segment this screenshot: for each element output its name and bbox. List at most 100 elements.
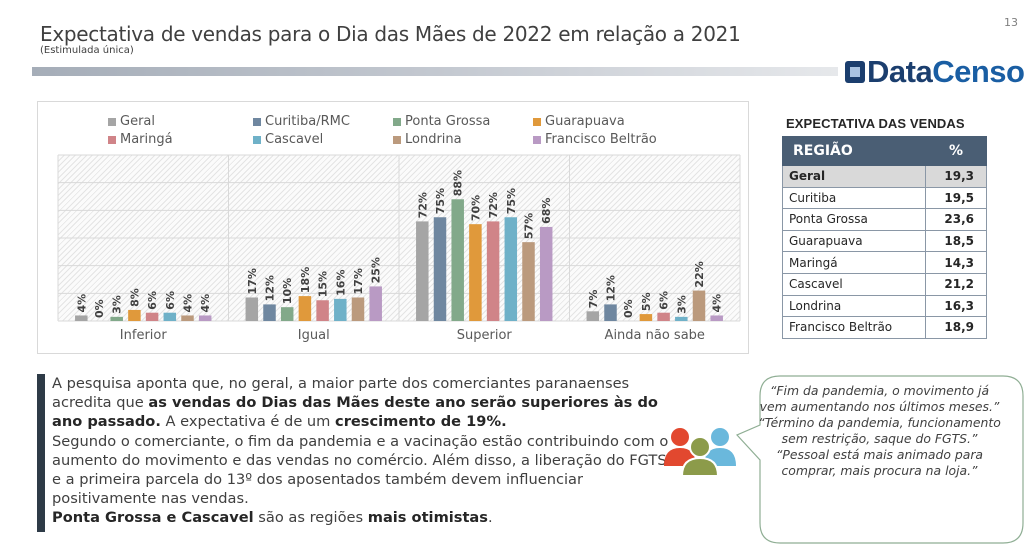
bar xyxy=(198,315,212,321)
legend-swatch xyxy=(533,135,541,144)
legend-label: Francisco Beltrão xyxy=(545,132,657,147)
percent-cell: 14,3 xyxy=(925,251,987,274)
header-region: REGIÃO xyxy=(782,136,926,166)
data-label: 17% xyxy=(246,268,259,294)
bar xyxy=(675,316,688,321)
bar xyxy=(657,312,670,321)
logo-text-data: Data xyxy=(867,54,933,89)
data-label: 88% xyxy=(452,170,465,196)
table-row: Curitiba 19,5 xyxy=(782,186,987,210)
logo-text: DataCenso xyxy=(867,54,1025,89)
bar xyxy=(639,314,653,321)
data-label: 25% xyxy=(370,257,383,283)
percent-cell: 19,5 xyxy=(925,186,987,210)
table-row: Guarapuava 18,5 xyxy=(782,229,987,253)
data-label: 10% xyxy=(281,278,294,304)
percent-cell: 23,6 xyxy=(925,208,987,231)
legend-swatch xyxy=(393,117,401,126)
data-label: 15% xyxy=(317,271,330,297)
percent-cell: 16,3 xyxy=(925,294,987,318)
bar xyxy=(416,221,429,321)
bar xyxy=(469,224,482,321)
legend-item: Francisco Beltrão xyxy=(533,132,657,147)
bar xyxy=(486,221,500,321)
people-icon xyxy=(664,428,736,476)
legend-swatch xyxy=(533,117,541,126)
quote-bubble xyxy=(735,375,1024,544)
bar xyxy=(604,304,617,321)
legend-item: Cascavel xyxy=(253,132,323,147)
summary-text-part: são as regiões xyxy=(253,509,368,527)
data-label: 4% xyxy=(199,294,212,313)
bar xyxy=(334,298,347,321)
data-label: 6% xyxy=(146,291,159,310)
percent-cell: 18,9 xyxy=(925,316,987,339)
summary-text-part: Segundo o comerciante, o fim da pandemia… xyxy=(52,432,669,508)
legend-item: Curitiba/RMC xyxy=(253,114,350,129)
bar xyxy=(128,309,141,321)
summary-text-part: A pesquisa aponta que, no geral, a maior… xyxy=(52,375,630,412)
bar xyxy=(145,312,159,321)
region-cell: Geral xyxy=(782,165,926,188)
data-label: 72% xyxy=(487,192,500,218)
bar xyxy=(710,315,723,321)
summary-regions-highlight: Ponta Grossa e Cascavel xyxy=(52,509,254,527)
table-title: EXPECTATIVA DAS VENDAS xyxy=(786,116,965,131)
data-label: 6% xyxy=(164,291,177,310)
data-label: 68% xyxy=(540,198,553,224)
legend-swatch xyxy=(108,135,116,144)
plot-area: 4% 0% 3% 8% 6% 6% 4% 4% 17% 12% 10% 18% 15% 16% 17% 25%… xyxy=(57,154,741,322)
data-label: 7% xyxy=(587,290,600,309)
category-label: Inferior xyxy=(119,328,167,343)
logo-text-censo: Censo xyxy=(932,54,1025,89)
table-header-row: REGIÃO % xyxy=(782,136,987,166)
category-label: Superior xyxy=(456,328,512,343)
chart-svg: 4% 0% 3% 8% 6% 6% 4% 4%17% 12% 10% 18% 15% 16% 17% 25%… xyxy=(57,154,741,322)
data-label: 22% xyxy=(693,261,706,287)
percent-cell: 18,5 xyxy=(925,229,987,253)
bar xyxy=(298,296,312,321)
table-row: Maringá 14,3 xyxy=(782,251,987,274)
summary-growth-highlight: crescimento de 19%. xyxy=(335,413,507,431)
bar xyxy=(504,217,518,321)
region-cell: Francisco Beltrão xyxy=(782,316,926,339)
data-label: 70% xyxy=(469,195,482,221)
sales-expectation-chart: Geral Curitiba/RMC Ponta Grossa Guarapuava M… xyxy=(37,101,749,354)
chart-logo-icon xyxy=(845,60,865,83)
bar xyxy=(181,315,194,321)
data-label: 16% xyxy=(334,270,347,296)
summary-text-part: A expectativa é de um xyxy=(160,413,336,431)
region-cell: Londrina xyxy=(782,294,926,318)
bar xyxy=(586,311,600,321)
bar xyxy=(75,315,88,321)
region-cell: Ponta Grossa xyxy=(782,208,926,231)
bar xyxy=(433,217,447,321)
bar xyxy=(110,316,123,321)
data-label: 6% xyxy=(658,291,671,310)
legend-label: Geral xyxy=(120,114,155,129)
legend-label: Ponta Grossa xyxy=(405,114,491,129)
bar xyxy=(263,304,276,321)
legend-item: Londrina xyxy=(393,132,462,147)
page-title: Expectativa de vendas para o Dia das Mãe… xyxy=(40,22,741,46)
table-row: Geral 19,3 xyxy=(782,165,987,188)
summary-block: A pesquisa aponta que, no geral, a maior… xyxy=(37,374,677,532)
quote-1: “Fim da pandemia, o movimento já vem aum… xyxy=(759,383,1000,414)
quote-2: “Término da pandemia, funcionamento sem … xyxy=(758,415,1001,446)
bar xyxy=(369,286,382,321)
expectation-table: REGIÃO % Geral 19,3 Curitiba 19,5 Ponta Gros… xyxy=(782,136,987,339)
legend-label: Cascavel xyxy=(265,132,324,147)
data-label: 3% xyxy=(111,295,124,314)
category-label: Ainda não sabe xyxy=(604,328,705,343)
legend-swatch xyxy=(108,117,116,126)
legend-label: Maringá xyxy=(120,132,173,147)
table-row: Cascavel 21,2 xyxy=(782,272,987,296)
legend-item: Maringá xyxy=(108,132,173,147)
table-row: Ponta Grossa 23,6 xyxy=(782,208,987,231)
summary-highlight: as vendas do Dias das Mães deste ano ser… xyxy=(52,394,658,431)
datacenso-logo: DataCenso xyxy=(845,54,1025,89)
region-cell: Cascavel xyxy=(782,272,926,296)
data-label: 75% xyxy=(434,188,447,214)
page-subtitle: (Estimulada única) xyxy=(40,45,134,56)
data-label: 0% xyxy=(622,299,635,318)
